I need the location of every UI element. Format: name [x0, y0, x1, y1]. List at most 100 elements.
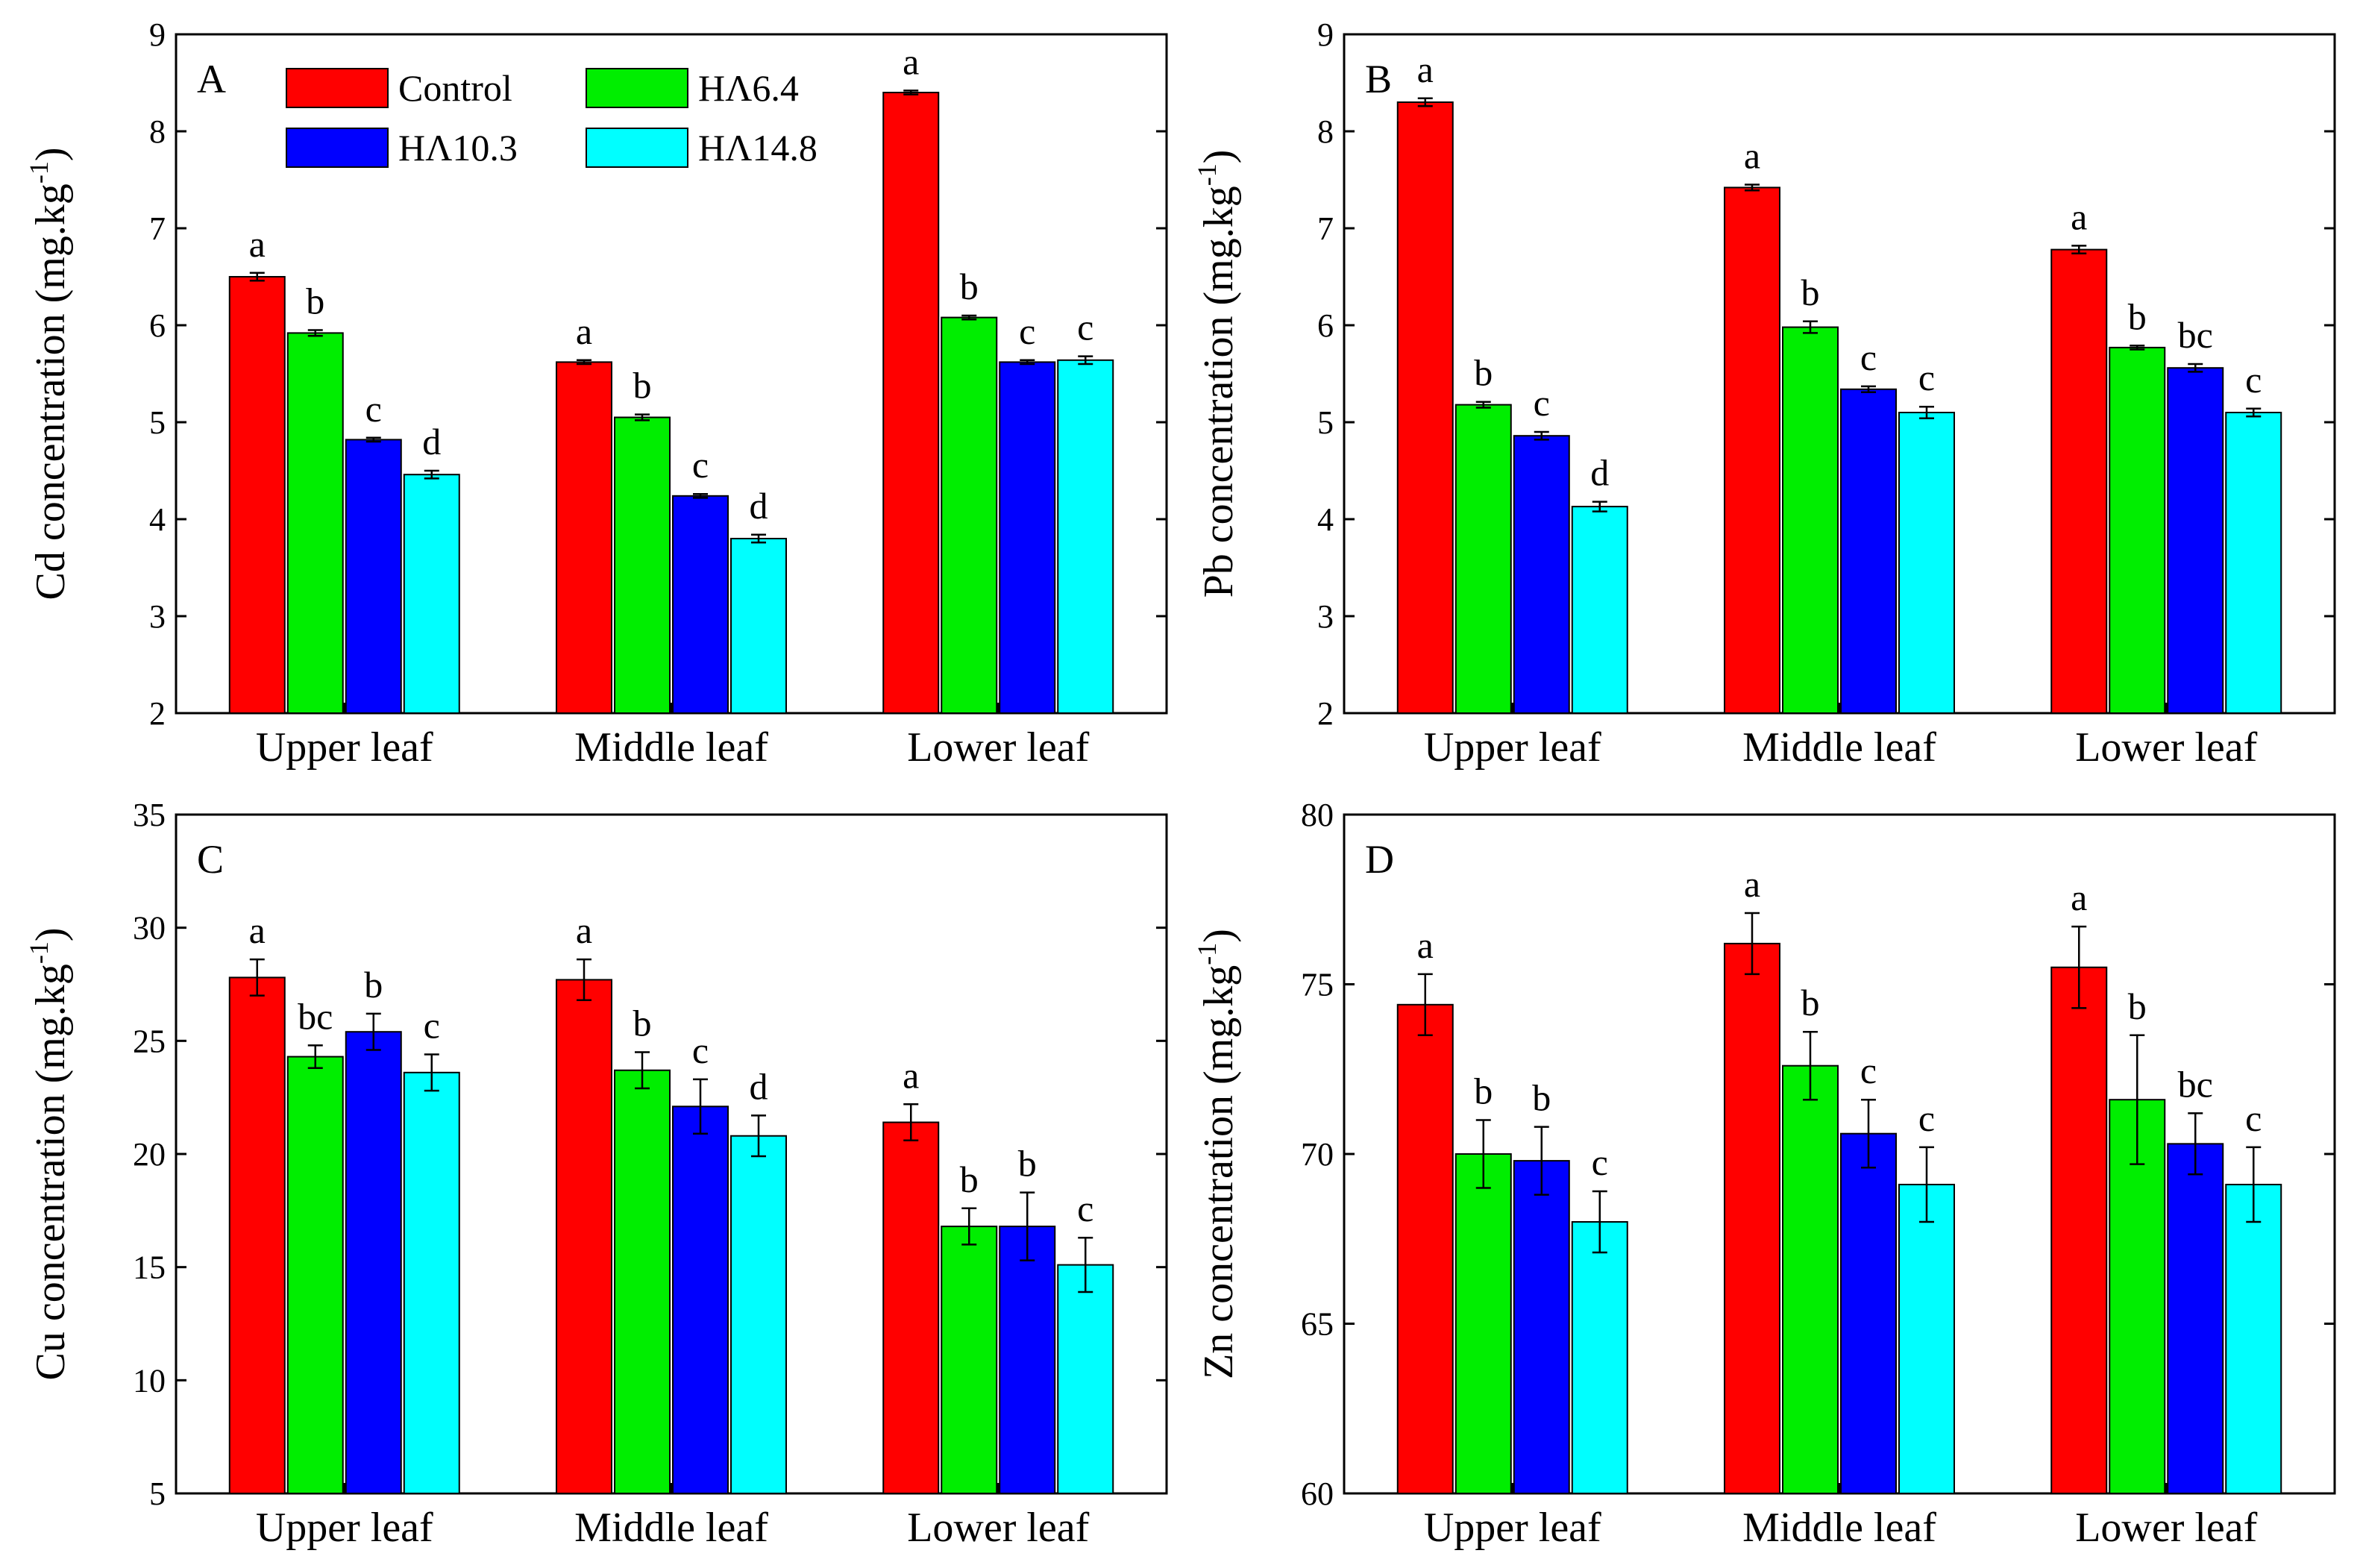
y-tick-label: 8 [1317, 113, 1334, 150]
significance-letter: c [1860, 1050, 1877, 1091]
y-tick-label: 5 [1317, 404, 1334, 441]
legend-label: HΛ10.3 [398, 127, 518, 169]
bar-middle-leaf-3 [730, 1135, 787, 1494]
significance-letter: a [249, 909, 266, 951]
bar-middle-leaf-3 [1898, 1183, 1955, 1494]
y-tick-label: 7 [149, 210, 166, 247]
y-tick-label: 4 [1317, 501, 1334, 538]
legend-swatch [286, 68, 389, 108]
x-category-label: Upper leaf [1424, 724, 1601, 771]
bar-lower-leaf-0 [882, 1121, 940, 1494]
y-tick-label: 80 [1301, 797, 1334, 833]
x-category-label: Middle leaf [1742, 1505, 1936, 1551]
x-category-label: Middle leaf [574, 1505, 768, 1551]
y-tick-label: 35 [133, 797, 166, 833]
bar-upper-leaf-1 [286, 1056, 344, 1494]
significance-letter: c [692, 1029, 709, 1071]
y-tick-label: 60 [1301, 1476, 1334, 1512]
panel-C: 5 10 15 20 25 30 35 Cu concentration (mg.kg-1) C… [24, 797, 1168, 1551]
bar-lower-leaf-3 [2225, 1183, 2282, 1494]
y-tick-label: 30 [133, 910, 166, 947]
y-axis-title: Cu concentration (mg.kg-1) [24, 928, 74, 1381]
significance-letter: c [692, 444, 709, 486]
bar-lower-leaf-2 [999, 361, 1056, 714]
bar-middle-leaf-3 [1898, 412, 1955, 714]
bar-lower-leaf-1 [2109, 1099, 2166, 1494]
bar-lower-leaf-0 [2050, 966, 2108, 1494]
panel-A: 2 3 4 5 6 7 8 9 Cd concentration (mg.kg-1) A Upper… [24, 16, 1168, 771]
significance-letter: a [576, 909, 592, 951]
y-tick-label: 20 [133, 1136, 166, 1173]
significance-letter: a [903, 40, 919, 82]
y-tick-label: 2 [1317, 695, 1334, 732]
y-tick-label: 2 [149, 695, 166, 732]
significance-letter: b [960, 1158, 979, 1200]
bar-upper-leaf-2 [345, 439, 402, 715]
bar-lower-leaf-1 [941, 1226, 998, 1494]
y-axis-title: Pb concentration (mg.kg-1) [1192, 150, 1242, 598]
legend-label: Control [398, 67, 512, 109]
bar-upper-leaf-3 [1571, 1221, 1628, 1494]
significance-letter: c [1592, 1141, 1608, 1183]
significance-letter: a [903, 1054, 919, 1096]
bar-upper-leaf-0 [228, 276, 286, 714]
significance-letter: b [960, 266, 979, 307]
significance-letter: bc [2178, 1063, 2213, 1105]
significance-letter: b [1532, 1077, 1551, 1119]
significance-letter: b [1801, 982, 1820, 1023]
significance-letter: b [364, 964, 383, 1006]
bar-upper-leaf-2 [1513, 435, 1570, 714]
significance-letter: b [633, 1003, 652, 1044]
y-tick-label: 10 [133, 1362, 166, 1399]
bar-middle-leaf-0 [1724, 186, 1780, 714]
significance-letter: c [2245, 359, 2262, 401]
bar-lower-leaf-3 [1057, 359, 1114, 714]
panel-letter: C [197, 837, 224, 882]
legend-swatch [586, 128, 688, 168]
bar-middle-leaf-0 [556, 361, 612, 714]
bar-lower-leaf-2 [999, 1226, 1056, 1494]
significance-letter: bc [2178, 314, 2213, 356]
y-axis-title: Zn concentration (mg.kg-1) [1192, 929, 1242, 1379]
bar-upper-leaf-2 [1513, 1160, 1570, 1494]
bar-lower-leaf-3 [1057, 1264, 1114, 1494]
y-axis-title: Cd concentration (mg.kg-1) [24, 148, 74, 600]
bar-middle-leaf-1 [1782, 326, 1839, 715]
significance-letter: a [1744, 135, 1760, 177]
significance-letter: c [1534, 382, 1550, 424]
legend: Control HΛ6.4 HΛ10.3 HΛ14.8 [286, 67, 818, 169]
bar-middle-leaf-2 [1840, 1132, 1897, 1494]
significance-letter: c [365, 388, 382, 430]
significance-letter: d [422, 421, 441, 462]
significance-letter: b [1801, 272, 1820, 313]
legend-label: HΛ6.4 [698, 67, 799, 109]
panel-B: 2 3 4 5 6 7 8 9 Pb concentration (mg.kg-1) B Upper… [1192, 16, 2336, 771]
bar-middle-leaf-3 [730, 538, 787, 714]
significance-letter: b [1474, 1070, 1493, 1112]
bar-middle-leaf-2 [672, 495, 729, 714]
y-tick-label: 4 [149, 501, 166, 538]
bar-lower-leaf-0 [2050, 248, 2108, 715]
bar-middle-leaf-2 [1840, 388, 1897, 714]
y-tick-label: 15 [133, 1249, 166, 1286]
significance-letter: a [249, 223, 266, 265]
y-tick-label: 9 [1317, 16, 1334, 53]
bar-middle-leaf-2 [672, 1106, 729, 1495]
significance-letter: d [750, 485, 768, 527]
significance-letter: c [1019, 310, 1035, 352]
panel-letter: A [197, 57, 226, 101]
y-tick-label: 6 [1317, 307, 1334, 344]
significance-letter: c [1918, 1097, 1935, 1139]
bar-upper-leaf-1 [1454, 1153, 1512, 1494]
panel-letter: B [1365, 57, 1392, 101]
legend-swatch [286, 128, 389, 168]
x-category-label: Lower leaf [2075, 724, 2257, 771]
bar-lower-leaf-3 [2225, 412, 2282, 714]
significance-letter: b [1474, 352, 1493, 394]
bar-middle-leaf-1 [614, 416, 671, 714]
bar-upper-leaf-0 [228, 976, 286, 1494]
x-category-label: Middle leaf [574, 724, 768, 771]
y-tick-label: 25 [133, 1023, 166, 1059]
bar-middle-leaf-1 [614, 1069, 671, 1495]
